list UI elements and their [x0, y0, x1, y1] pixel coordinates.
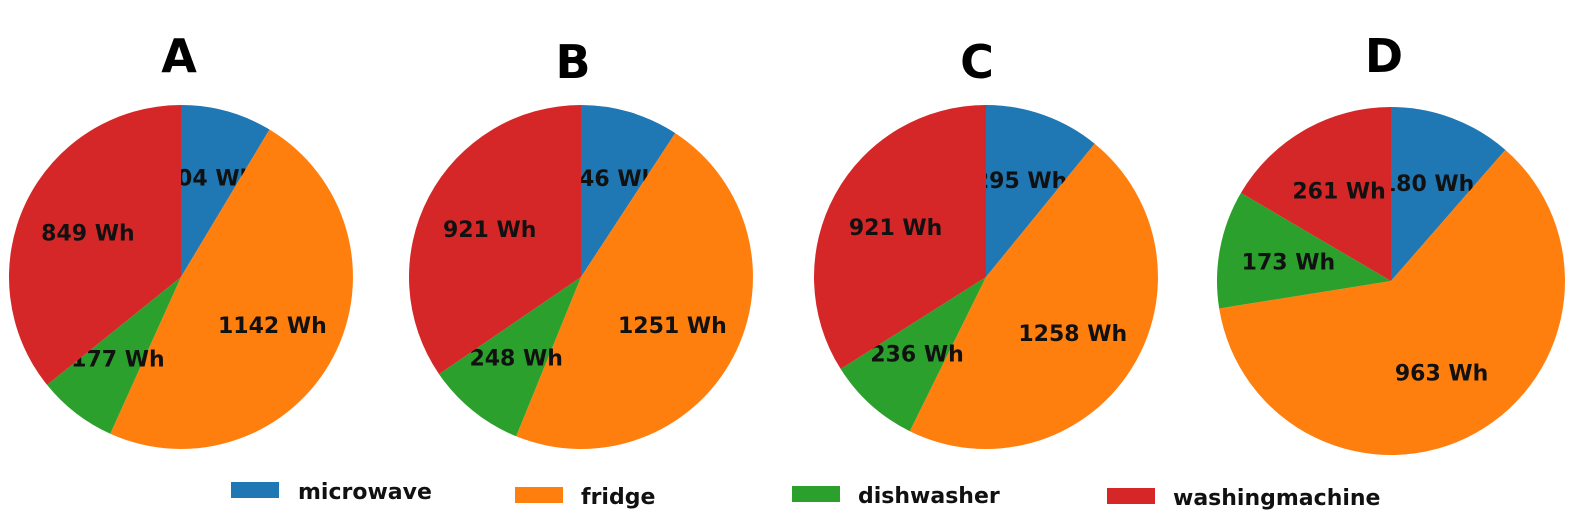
pie-slice-microwave	[986, 105, 1095, 277]
legend-label-fridge: fridge	[581, 485, 655, 510]
slice-label-washingmachine: 261 Wh	[1292, 179, 1386, 204]
slice-label-fridge: 1142 Wh	[218, 314, 327, 339]
panel-title: C	[960, 35, 994, 89]
slice-label-dishwasher: 173 Wh	[1242, 251, 1336, 276]
slice-label-washingmachine: 849 Wh	[41, 222, 135, 247]
legend-label-microwave: microwave	[298, 480, 432, 505]
pie-slice-microwave	[1391, 107, 1506, 281]
legend-swatch-microwave	[231, 482, 279, 498]
slice-label-microwave: 295 Wh	[974, 169, 1068, 194]
legend-swatch-fridge	[515, 487, 563, 503]
pie-slice-fridge	[516, 133, 753, 449]
pie-slice-washingmachine	[813, 104, 986, 370]
legend-swatch-washingmachine	[1107, 488, 1155, 504]
pie-slice-dishwasher	[1217, 192, 1391, 309]
pie-slice-dishwasher	[840, 277, 986, 432]
pie-panel-c: 295 Wh 1258 Wh 236 Wh 921 Wh C	[813, 35, 1158, 449]
pie-slice-washingmachine	[8, 105, 181, 385]
pie-slice-fridge	[1219, 149, 1566, 456]
pie-slice-fridge	[909, 143, 1158, 449]
pie-slice-fridge	[110, 129, 353, 449]
slice-label-microwave: 180 Wh	[1381, 172, 1475, 197]
pie-slice-dishwasher	[47, 277, 181, 434]
slice-label-dishwasher: 236 Wh	[870, 343, 964, 368]
pie-panel-d: 180 Wh 963 Wh 173 Wh 261 Wh D	[1217, 29, 1566, 456]
legend: microwave fridge dishwasher washingmachine	[231, 480, 1380, 511]
slice-label-fridge: 1258 Wh	[1018, 322, 1127, 347]
pie-slice-dishwasher	[439, 277, 581, 437]
slice-label-washingmachine: 921 Wh	[443, 218, 537, 243]
legend-swatch-dishwasher	[792, 486, 840, 502]
panel-title: A	[161, 29, 197, 83]
pie-slice-washingmachine	[408, 105, 581, 375]
pie-slice-microwave	[181, 105, 270, 277]
slice-label-washingmachine: 921 Wh	[849, 216, 943, 241]
pie-slice-microwave	[581, 105, 676, 277]
slice-label-fridge: 1251 Wh	[618, 314, 727, 339]
legend-label-washingmachine: washingmachine	[1173, 486, 1380, 511]
pie-slice-washingmachine	[1240, 107, 1391, 281]
slice-label-dishwasher: 248 Wh	[469, 346, 563, 371]
panel-title: D	[1365, 29, 1403, 83]
panel-title: B	[555, 35, 590, 89]
legend-label-dishwasher: dishwasher	[858, 484, 1000, 509]
slice-label-fridge: 963 Wh	[1395, 361, 1489, 386]
